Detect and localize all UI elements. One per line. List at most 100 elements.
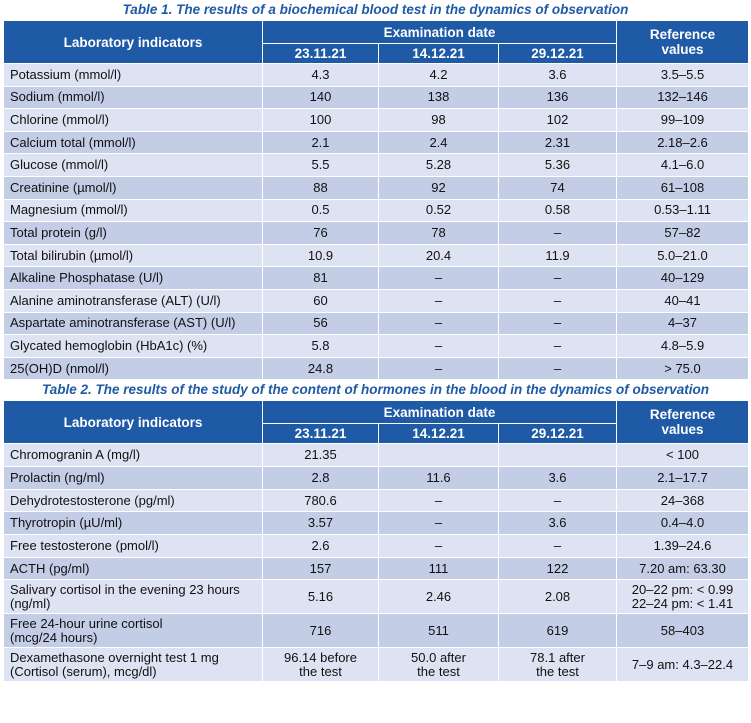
- reference-cell: 2.1–17.7: [616, 466, 749, 490]
- reference-cell: 61–108: [616, 175, 749, 200]
- table1: Laboratory indicators Examination date R…: [3, 20, 749, 381]
- value-cell-date-3: 11.9: [498, 243, 617, 268]
- value-cell-date-2-line1: 2.46: [425, 588, 452, 604]
- value-cell-date-3: 2.08: [498, 579, 617, 615]
- value-cell-date-3: –: [498, 534, 617, 558]
- value-cell-date-1: 100: [262, 108, 379, 132]
- reference-cell: 5.0–21.0: [616, 243, 749, 268]
- value-cell-date-2: 50.0 after the test: [378, 647, 499, 683]
- table-row: Sodium (mmol/l) 140 138 136 132–146: [3, 85, 749, 110]
- table-row: Alkaline Phosphatase (U/l) 81– –40–129: [3, 266, 749, 290]
- table-row: Thyrotropin (µU/ml) 3.57 – 3.6 0.4–4.0: [3, 511, 749, 536]
- reference-cell-line1: 24–368: [660, 492, 705, 508]
- value-cell-date-2: –: [378, 266, 499, 290]
- label-cell: Salivary cortisol in the evening 23 hour…: [3, 579, 263, 615]
- table-row: Free 24-hour urine cortisol (mcg/24 hours…: [3, 613, 749, 649]
- reference-cell: 7–9 am: 4.3–22.4: [616, 647, 749, 683]
- label-cell: Free testosterone (pmol/l): [3, 534, 263, 558]
- value-cell-date-2: 11.6: [378, 466, 499, 490]
- value-cell-date-3: 0.58: [498, 198, 617, 223]
- table1-header-indicators: Laboratory indicators: [3, 20, 263, 64]
- label-cell: Sodium (mmol/l): [3, 85, 263, 110]
- value-cell-date-2: 4.2: [378, 63, 499, 87]
- value-cell-date-2-line1: 50.0 after: [411, 649, 466, 665]
- value-cell-date-1: 21.35: [262, 443, 379, 467]
- value-cell-date-1-line1: 2.6: [311, 537, 330, 553]
- value-cell-date-2-line1: –: [434, 492, 443, 508]
- label-cell: Chromogranin A (mg/l): [3, 443, 263, 467]
- value-cell-date-1-line1: 780.6: [304, 492, 337, 508]
- label-cell: Magnesium (mmol/l): [3, 198, 263, 223]
- reference-cell-line1: < 100: [666, 447, 699, 463]
- value-cell-date-3: –: [498, 356, 617, 381]
- table-row: Total bilirubin (µmol/l) 10.9 20.4 11.9 5.0–…: [3, 243, 749, 268]
- reference-cell: 20–22 pm: < 0.99 22–24 pm: < 1.41: [616, 579, 749, 615]
- table-row: Chlorine (mmol/l) 100 98 102 99–109: [3, 108, 749, 132]
- value-cell-date-2: –: [378, 334, 499, 358]
- value-cell-date-2: –: [378, 534, 499, 558]
- table-row: Potassium (mmol/l) 4.3 4.2 3.6 3.5–5.5: [3, 63, 749, 87]
- reference-cell: 7.20 am: 63.30: [616, 556, 749, 581]
- label-cell-line1: Thyrotropin (µU/ml): [10, 515, 123, 531]
- reference-cell-line1: 2.1–17.7: [657, 469, 708, 485]
- label-cell: Glycated hemoglobin (HbA1c) (%): [3, 334, 263, 358]
- value-cell-date-1-line1: 96.14 before: [283, 649, 357, 665]
- label-cell: Total protein (g/l): [3, 221, 263, 245]
- value-cell-date-3: 122: [498, 556, 617, 581]
- label-cell: Prolactin (ng/ml): [3, 466, 263, 490]
- label-cell: Calcium total (mmol/l): [3, 130, 263, 155]
- label-cell-line2: (Cortisol (serum), mcg/dl): [10, 663, 157, 679]
- reference-cell: 4–37: [616, 311, 749, 336]
- value-cell-date-3-line1: 2.08: [544, 588, 571, 604]
- label-cell: Thyrotropin (µU/ml): [3, 511, 263, 536]
- table-row: ACTH (pg/ml) 157 111 122 7.20 am: 63.30: [3, 556, 749, 581]
- value-cell-date-3: 3.6: [498, 511, 617, 536]
- value-cell-date-2-line1: 11.6: [426, 469, 451, 485]
- value-cell-date-2-line1: 111: [428, 560, 449, 576]
- value-cell-date-3: 136: [498, 85, 617, 110]
- label-cell-line2: (mcg/24 hours): [10, 629, 98, 645]
- label-cell: Total bilirubin (µmol/l): [3, 243, 263, 268]
- label-cell-line1: Dexamethasone overnight test 1 mg: [10, 649, 219, 665]
- reference-cell: < 100: [616, 443, 749, 467]
- reference-cell-line1: 7–9 am: 4.3–22.4: [631, 656, 734, 672]
- label-cell: Dehydrotestosterone (pg/ml): [3, 488, 263, 513]
- label-cell: 25(OH)D (nmol/l): [3, 356, 263, 381]
- label-cell-line1: ACTH (pg/ml): [10, 560, 90, 576]
- value-cell-date-2: 2.46: [378, 579, 499, 615]
- table-row: Alanine aminotransferase (ALT) (U/l) 60– –…: [3, 288, 749, 313]
- value-cell-date-1: 56: [262, 311, 379, 336]
- table2-header-indicators: Laboratory indicators: [3, 400, 263, 445]
- value-cell-date-1: 4.3: [262, 63, 379, 87]
- reference-cell: 4.1–6.0: [616, 153, 749, 177]
- value-cell-date-1: 780.6: [262, 488, 379, 513]
- value-cell-date-3-line1: 3.6: [548, 469, 567, 485]
- value-cell-date-2: –: [378, 511, 499, 536]
- value-cell-date-2-line1: 511: [428, 622, 449, 638]
- table-row: Free testosterone (pmol/l) 2.6 – – 1.39–24.6: [3, 534, 749, 558]
- reference-cell: 40–129: [616, 266, 749, 290]
- value-cell-date-1-line1: 3.57: [307, 515, 334, 531]
- table-row: Magnesium (mmol/l) 0.5 0.52 0.58 0.53–1.11: [3, 198, 749, 223]
- table-row: Dexamethasone overnight test 1 mg (Cortis…: [3, 647, 749, 683]
- value-cell-date-2: 92: [378, 175, 499, 200]
- label-cell-line1: Free testosterone (pmol/l): [10, 537, 159, 553]
- value-cell-date-1: 0.5: [262, 198, 379, 223]
- value-cell-date-1-line1: 716: [309, 622, 332, 638]
- value-cell-date-1: 5.5: [262, 153, 379, 177]
- reference-cell: 57–82: [616, 221, 749, 245]
- value-cell-date-3: 3.6: [498, 466, 617, 490]
- table-row: Creatinine (µmol/l) 88 92 74 61–108: [3, 175, 749, 200]
- table1-header-date-1: 23.11.21: [262, 43, 379, 64]
- reference-cell-line1: 0.4–4.0: [660, 515, 705, 531]
- value-cell-date-2: 5.28: [378, 153, 499, 177]
- reference-cell-line1: 1.39–24.6: [653, 537, 712, 553]
- label-cell-line2: (ng/ml): [10, 595, 51, 611]
- label-cell: Dexamethasone overnight test 1 mg (Cortis…: [3, 647, 263, 683]
- value-cell-date-3: 3.6: [498, 63, 617, 87]
- table2-header-date-2: 14.12.21: [378, 423, 499, 445]
- value-cell-date-3: 5.36: [498, 153, 617, 177]
- label-cell: Alkaline Phosphatase (U/l): [3, 266, 263, 290]
- reference-cell: 99–109: [616, 108, 749, 132]
- value-cell-date-2-line1: –: [434, 515, 443, 531]
